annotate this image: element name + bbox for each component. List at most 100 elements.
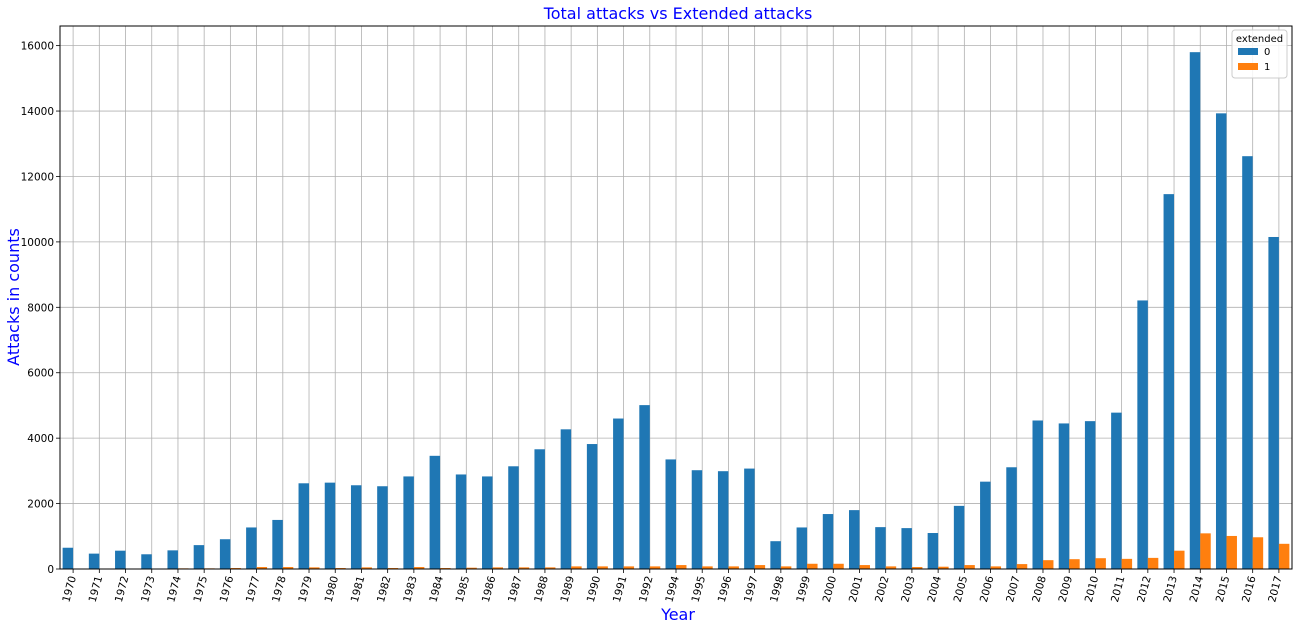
bar-series-0 [350, 485, 362, 569]
x-tick-label: 1980 [323, 575, 342, 604]
legend-swatch [1238, 48, 1258, 55]
bar-series-0 [298, 483, 310, 569]
x-tick-label: 1975 [192, 575, 211, 604]
x-tick-label: 1976 [218, 574, 237, 603]
x-tick-label: 1984 [427, 574, 446, 603]
bar-series-1 [282, 567, 294, 569]
bar-series-0 [1137, 300, 1148, 569]
x-tick-label: 1970 [60, 575, 79, 604]
bar-series-1 [597, 566, 608, 569]
bar-series-0 [272, 519, 283, 569]
bar-series-0 [875, 527, 886, 569]
y-tick-label: 2000 [27, 499, 54, 511]
x-tick-label: 2010 [1083, 575, 1102, 604]
y-tick-label: 12000 [21, 171, 54, 183]
y-tick-label: 14000 [21, 106, 54, 118]
x-tick-label: 2001 [847, 575, 866, 604]
x-tick-label: 1996 [716, 574, 735, 603]
bar-series-0 [88, 553, 100, 569]
bar-series-1 [676, 565, 687, 569]
y-axis-label: Attacks in counts [4, 228, 23, 366]
x-tick-label: 1974 [165, 574, 184, 603]
x-tick-label: 1971 [87, 575, 106, 604]
bar-series-0 [1111, 412, 1122, 569]
bar-series-0 [639, 405, 650, 569]
bar-series-1 [1252, 537, 1264, 569]
x-tick-label: 2017 [1266, 575, 1285, 604]
x-tick-label: 1999 [794, 575, 813, 604]
bar-series-0 [429, 455, 441, 569]
bar-series-0 [482, 476, 493, 569]
bar-series-0 [141, 554, 152, 569]
bar-series-0 [613, 418, 624, 569]
legend-title: extended [1236, 34, 1283, 45]
bar-series-1 [1069, 559, 1080, 569]
bar-series-1 [518, 567, 530, 569]
bar-series-0 [822, 514, 834, 569]
x-tick-label: 2015 [1214, 575, 1233, 604]
bar-series-1 [938, 566, 949, 569]
bar-series-0 [717, 471, 729, 569]
y-tick-label: 6000 [27, 368, 54, 380]
bar-series-0 [508, 466, 519, 569]
x-tick-label: 1985 [454, 575, 473, 604]
bar-series-1 [571, 566, 582, 569]
x-axis-ticks: 1970 1971 1972 1973 1974 1975 1976 1977 1978 1979… [60, 569, 1285, 604]
bar-series-0 [1163, 194, 1175, 569]
y-tick-label: 4000 [27, 433, 54, 445]
bar-series-0 [1032, 420, 1043, 569]
x-tick-label: 2004 [926, 574, 945, 603]
x-tick-label: 1977 [244, 575, 263, 604]
y-tick-label: 8000 [27, 302, 54, 314]
bar-series-1 [911, 567, 923, 569]
bar-series-1 [1278, 543, 1290, 569]
x-tick-label: 2003 [899, 575, 918, 604]
bar-series-1 [309, 567, 320, 569]
x-tick-label: 1987 [506, 575, 525, 604]
x-tick-label: 2008 [1030, 575, 1049, 604]
bar-series-0 [744, 468, 755, 569]
bar-series-1 [728, 566, 739, 569]
x-tick-label: 2016 [1240, 574, 1259, 603]
bar-series-1 [1121, 558, 1133, 569]
bar-series-0 [953, 505, 965, 569]
bar-series-0 [927, 533, 939, 569]
bar-series-0 [1189, 52, 1201, 569]
bar-series-1 [702, 566, 713, 569]
bar-series-1 [964, 565, 975, 569]
bars [62, 52, 1290, 570]
legend-label: 0 [1264, 47, 1270, 58]
bar-series-1 [649, 566, 661, 569]
x-tick-label: 1978 [270, 575, 289, 604]
bar-series-0 [403, 476, 414, 569]
bar-series-1 [1174, 550, 1185, 569]
y-axis-ticks: 0 2000 4000 6000 8000 10000 12000 14000 16000 [21, 41, 60, 576]
x-tick-label: 1988 [532, 575, 551, 604]
bar-series-0 [1242, 156, 1253, 570]
x-tick-label: 1998 [768, 575, 787, 604]
bar-series-1 [1147, 557, 1159, 569]
bar-series-0 [901, 528, 912, 569]
x-tick-label: 1986 [480, 574, 499, 603]
legend: extended 0 1 [1231, 29, 1288, 79]
bar-series-1 [807, 563, 818, 569]
bar-series-1 [256, 567, 268, 569]
bar-series-0 [167, 550, 178, 569]
bar-series-0 [1215, 113, 1227, 569]
x-tick-label: 2005 [952, 575, 971, 604]
bar-series-0 [849, 510, 860, 569]
bar-series-1 [413, 567, 425, 569]
x-tick-label: 2014 [1188, 574, 1207, 603]
y-tick-label: 16000 [21, 41, 54, 53]
x-axis-label: Year [660, 605, 695, 624]
x-tick-label: 1973 [139, 575, 158, 604]
bar-series-0 [1006, 467, 1017, 569]
x-tick-label: 2000 [821, 575, 840, 604]
x-tick-label: 1983 [401, 575, 420, 604]
x-tick-label: 1997 [742, 575, 761, 604]
bar-series-1 [859, 565, 870, 569]
bar-series-1 [990, 566, 1002, 569]
bar-series-0 [770, 541, 781, 569]
bar-series-0 [534, 449, 545, 569]
bar-series-0 [691, 470, 703, 569]
